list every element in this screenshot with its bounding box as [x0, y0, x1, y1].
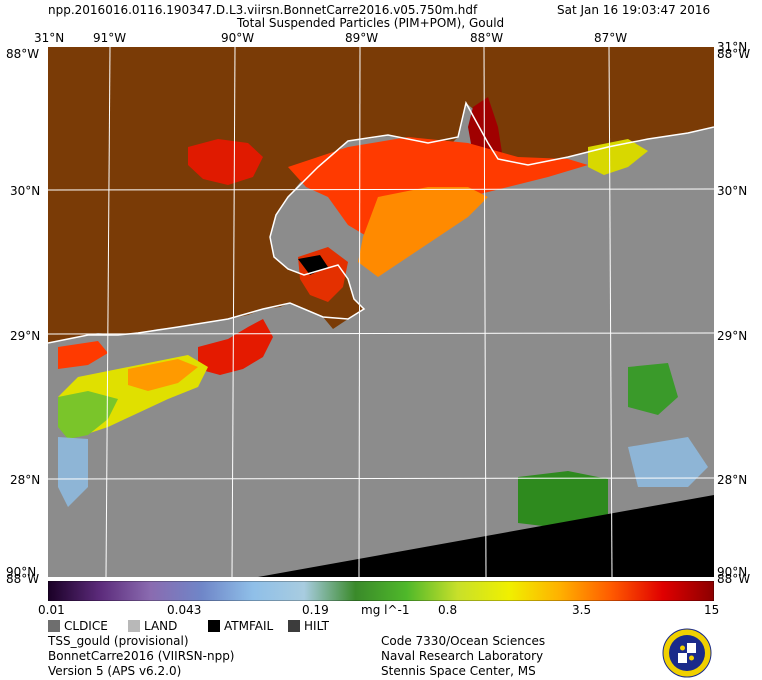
lat-label-30-left: 30°N [10, 184, 41, 198]
lon-label-88: 88°W [470, 31, 504, 45]
legend-label-land: LAND [144, 619, 178, 633]
nrl-seal-icon [662, 628, 712, 678]
legend-swatch-hilt [288, 620, 300, 632]
plume-west-green [58, 391, 118, 439]
plume-west-orange [128, 359, 198, 391]
cbar-tick-1: 0.043 [167, 603, 202, 617]
lon-label-91: 91°W [93, 31, 127, 45]
plume-delta-west [198, 319, 273, 375]
footer-version: Version 5 (APS v6.2.0) [48, 664, 182, 678]
lon-label-87: 87°W [594, 31, 628, 45]
filename-title: npp.2016016.0116.190347.D.L3.viirsn.Bonn… [48, 3, 478, 17]
lat-label-28-left: 28°N [10, 473, 41, 487]
footer-dataset: BonnetCarre2016 (VIIRSN-npp) [48, 649, 235, 663]
lat-label-29-left: 29°N [10, 329, 41, 343]
cbar-tick-0: 0.01 [38, 603, 65, 617]
product-title: Total Suspended Particles (PIM+POM), Gou… [237, 16, 505, 30]
plume-green-offshore [518, 471, 608, 529]
plume-green-east [628, 363, 678, 415]
corner-lon-bottom-right: 88°W [717, 572, 751, 586]
land-mass [48, 47, 714, 343]
legend-label-hilt: HILT [304, 619, 329, 633]
footer-lab: Naval Research Laboratory [381, 649, 544, 663]
corner-lat-bottom-right: 90°N [717, 565, 748, 579]
colorbar [48, 581, 714, 601]
cbar-tick-4: 3.5 [572, 603, 592, 617]
lat-label-29-right: 29°N [717, 329, 748, 343]
lon-label-90: 90°W [221, 31, 255, 45]
legend-label-atmfail: ATMFAIL [224, 619, 274, 633]
corner-lon-top-right: 88°W [717, 47, 751, 61]
cbar-tick-5: 15 [704, 603, 720, 617]
plume-orange-sound [358, 187, 488, 277]
lon-label-89: 89°W [345, 31, 379, 45]
lat-label-30-right: 30°N [717, 184, 748, 198]
plume-red-lake [188, 139, 263, 185]
legend-swatch-land [128, 620, 140, 632]
cbar-tick-2: 0.19 [302, 603, 329, 617]
footer-location: Stennis Space Center, MS [381, 664, 536, 678]
legend-label-cldice: CLDICE [64, 619, 108, 633]
plume-blue-offshore [628, 437, 708, 487]
satellite-map[interactable] [48, 47, 714, 577]
corner-lat-top-right: 31°N [717, 40, 748, 54]
footer-code: Code 7330/Ocean Sciences [381, 634, 546, 648]
corner-lon-bottom-left: 88°W [6, 572, 40, 586]
plume-west-red [58, 341, 108, 369]
coastline [48, 100, 714, 344]
corner-lon-top-left: 88°W [6, 47, 40, 61]
cbar-units: mg l^-1 [361, 603, 410, 617]
cbar-tick-3: 0.8 [438, 603, 458, 617]
datetime-title: Sat Jan 16 19:03:47 2016 [557, 3, 711, 17]
plume-blue-west [58, 437, 88, 507]
lat-label-28-right: 28°N [717, 473, 748, 487]
footer-product: TSS_gould (provisional) [48, 634, 189, 648]
legend-swatch-cldice [48, 620, 60, 632]
legend-swatch-atmfail [208, 620, 220, 632]
corner-lat-bottom-left: 90°N [6, 565, 37, 579]
corner-lat-top-left: 31°N [34, 31, 65, 45]
